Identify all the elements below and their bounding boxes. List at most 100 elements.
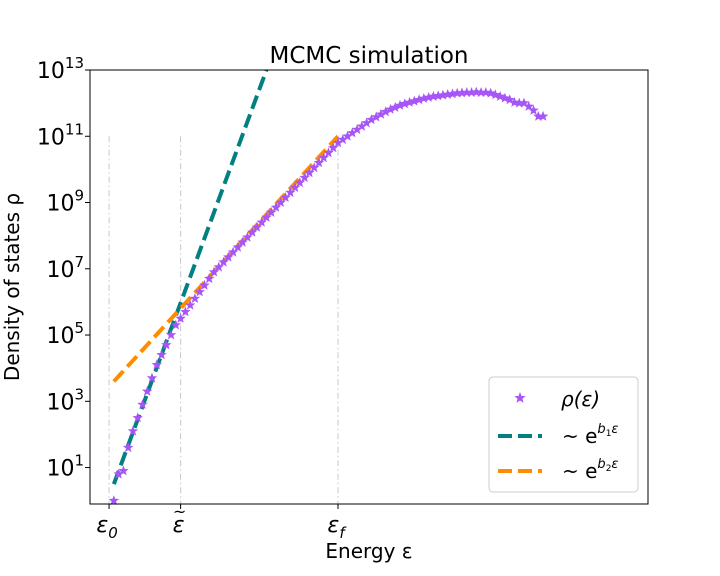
data-point [289, 182, 301, 193]
data-point [475, 87, 487, 97]
data-point [184, 299, 196, 310]
data-point [127, 425, 139, 436]
data-point [132, 412, 143, 423]
data-point [223, 251, 234, 262]
data-point [261, 211, 272, 222]
data-point [413, 94, 425, 105]
data-point [332, 137, 344, 148]
legend: ρ(ε) ~ eb1ε ~ eb2ε [488, 376, 639, 493]
x-tick-label: εf [327, 513, 347, 542]
chart-title: MCMC simulation [269, 43, 468, 69]
data-point [246, 226, 258, 237]
data-point [494, 91, 506, 101]
data-point [394, 99, 406, 110]
data-point [113, 468, 124, 479]
data-point [518, 97, 530, 108]
data-point [146, 372, 158, 383]
data-point [328, 142, 339, 153]
data-point [180, 306, 191, 317]
data-point [204, 273, 215, 284]
data-point [461, 87, 472, 97]
data-point [165, 329, 177, 340]
fit-lines [111, 70, 340, 485]
y-tick-label: 1011 [37, 120, 84, 150]
data-point [528, 104, 539, 115]
legend-marker-points [514, 392, 526, 403]
data-point [370, 111, 382, 122]
data-point [509, 97, 520, 107]
x-tick-accent: ~ [173, 502, 186, 521]
y-tick-label: 1013 [37, 54, 84, 84]
data-point [122, 442, 134, 453]
reference-lines [108, 136, 339, 504]
y-tick-label: 107 [46, 253, 84, 283]
data-point [161, 339, 172, 350]
data-point [452, 87, 463, 98]
data-point [237, 236, 248, 247]
data-point [227, 246, 239, 257]
data-point [471, 86, 482, 97]
data-point [137, 399, 148, 410]
data-point [218, 256, 229, 267]
data-point [480, 87, 492, 97]
data-point [208, 266, 220, 277]
data-point [175, 313, 186, 323]
data-point [304, 167, 315, 178]
data-point [423, 92, 434, 102]
data-point [442, 89, 453, 99]
data-point [318, 152, 329, 163]
x-tick-label: ε0 [96, 513, 117, 542]
y-axis-ticks: 101 103 105 107 109 1011 1013 [37, 54, 90, 482]
data-point [466, 87, 477, 97]
data-point [194, 286, 205, 297]
data-point [323, 147, 334, 158]
x-tick-label: ε [173, 513, 185, 538]
data-point [156, 349, 167, 360]
data-point [189, 293, 201, 303]
legend-label-fit-1: ~ eb1ε [562, 422, 618, 448]
data-point [485, 87, 496, 98]
data-point [337, 134, 348, 144]
data-point [390, 101, 401, 112]
data-point [213, 261, 224, 272]
data-point [356, 120, 368, 131]
data-point [294, 177, 306, 188]
data-point [385, 103, 396, 114]
legend-label-fit-2: ~ eb2ε [562, 457, 618, 483]
data-point [313, 157, 325, 168]
data-point [537, 110, 549, 121]
data-point [418, 93, 430, 103]
data-point [361, 117, 372, 128]
data-point [256, 216, 267, 227]
data-point [380, 106, 391, 117]
data-point [118, 465, 129, 476]
data-point [456, 87, 468, 98]
data-point [504, 94, 515, 105]
data-point [151, 359, 162, 370]
data-point [514, 97, 525, 108]
data-point [490, 89, 501, 100]
y-tick-label: 103 [46, 385, 84, 415]
data-point [404, 97, 415, 107]
data-point [447, 88, 458, 99]
data-point [270, 202, 282, 212]
data-point [437, 89, 449, 100]
x-axis-ticks: ε0 ε~ εf [96, 502, 347, 542]
data-point [523, 100, 534, 111]
data-point [275, 197, 286, 207]
data-point [499, 92, 511, 103]
data-point [432, 90, 444, 101]
data-point [366, 114, 377, 125]
data-points [108, 86, 549, 506]
fit-line-1 [111, 70, 269, 485]
data-point [375, 108, 387, 119]
data-point [409, 95, 420, 106]
data-point [342, 130, 353, 141]
y-tick-label: 105 [46, 319, 84, 349]
legend-box [488, 376, 639, 493]
data-point [285, 187, 296, 197]
plot-frame [89, 69, 649, 505]
data-point [232, 241, 244, 252]
y-axis-label: Density of states ρ [0, 193, 24, 381]
data-point [299, 172, 310, 183]
